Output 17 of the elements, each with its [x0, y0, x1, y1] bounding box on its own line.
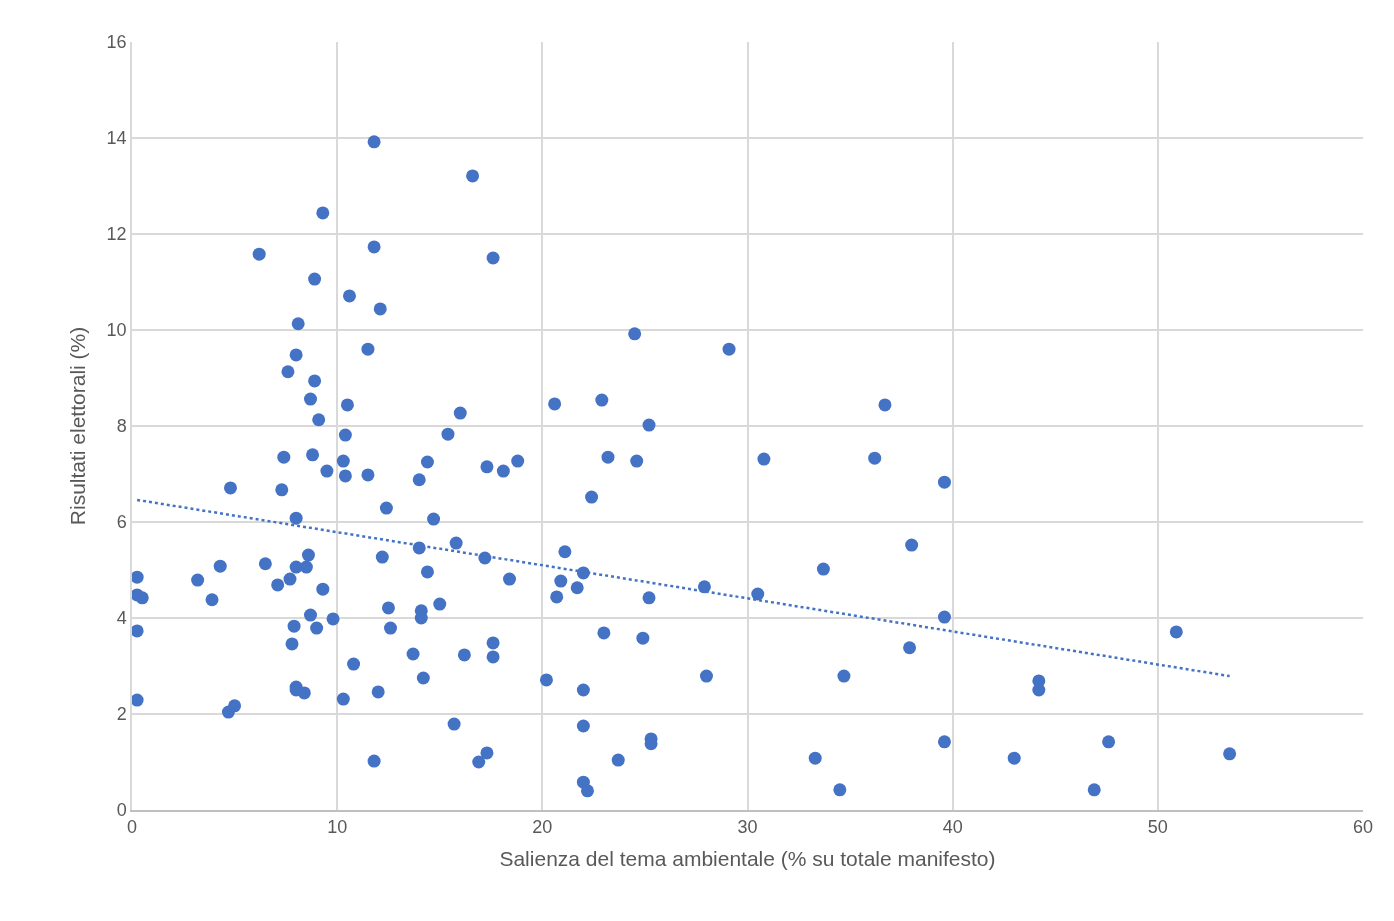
- y-tick-label: 10: [106, 320, 127, 341]
- x-tick-label: 60: [1352, 817, 1374, 838]
- y-tick-label: 14: [106, 128, 127, 149]
- x-tick-label: 10: [327, 817, 348, 838]
- x-axis-title: Salienza del tema ambientale (% su totale manifesto): [499, 847, 996, 871]
- y-tick-label: 16: [106, 32, 127, 53]
- x-tick-label: 30: [737, 817, 758, 838]
- y-tick-label: 6: [116, 512, 127, 533]
- y-tick-label: 12: [106, 224, 127, 245]
- y-tick-label: 8: [116, 416, 127, 437]
- y-axis-title: Risultati elettorali (%): [66, 326, 90, 526]
- y-tick-label: 0: [116, 800, 127, 821]
- x-tick-label: 50: [1147, 817, 1168, 838]
- y-tick-label: 4: [116, 608, 127, 629]
- x-tick-label: 20: [532, 817, 553, 838]
- x-tick-label: 40: [942, 817, 963, 838]
- y-tick-label: 2: [116, 704, 127, 725]
